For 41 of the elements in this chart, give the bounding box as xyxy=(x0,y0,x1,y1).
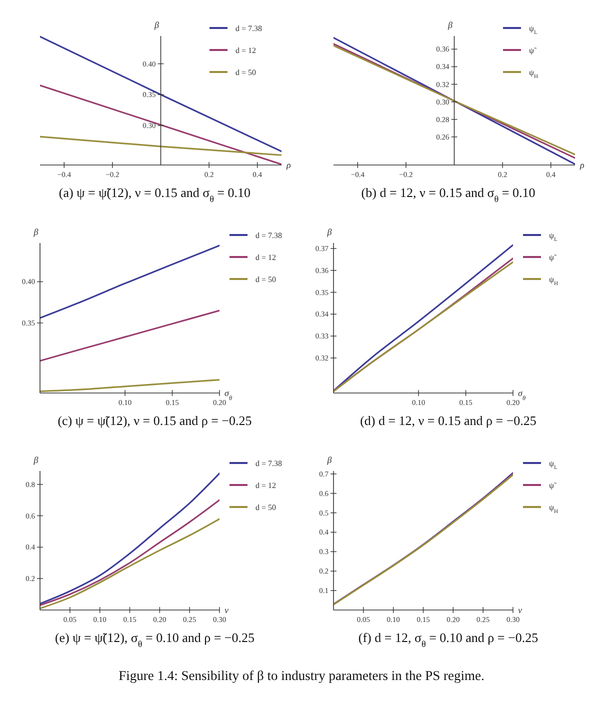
text: (d) d = 12, ν = 0.15 and ρ = −0.25 xyxy=(360,413,536,428)
legend-label: ψ$_{H}$ xyxy=(549,275,558,287)
legend-label: d = 12 xyxy=(256,253,276,262)
text: (f) d = 12, σ$_{θ}$ = 0.10 and ρ = −0.25 xyxy=(358,630,538,649)
line-series xyxy=(40,472,220,605)
y-axis-title: β xyxy=(32,455,39,465)
x-axis-title: ρ xyxy=(579,160,585,170)
legend-label: ψ̃ xyxy=(529,46,538,55)
x-axis-title: σ$_{θ}$ xyxy=(224,388,232,402)
line-series xyxy=(40,499,220,606)
legend-label: d = 50 xyxy=(236,68,256,77)
line-series xyxy=(40,244,220,319)
text: (b) d = 12, ν = 0.15 and σ$_{θ}$ = 0.10 xyxy=(361,185,536,204)
legend-label: ψ$_{L}$ xyxy=(529,24,538,36)
y-axis-title: β xyxy=(32,227,39,237)
line-series xyxy=(40,310,220,362)
x-axis-title: ν xyxy=(224,605,228,615)
legend-label: d = 50 xyxy=(256,503,276,512)
legend-label: ψ$_{L}$ xyxy=(549,231,558,243)
legend-label: d = 7.38 xyxy=(256,459,282,468)
y-axis-title: β xyxy=(154,20,160,30)
legend-label: d = 12 xyxy=(236,46,256,55)
legend-label: ψ$_{H}$ xyxy=(549,503,558,515)
y-axis-title: β xyxy=(326,227,332,237)
legend-label: ψ$_{L}$ xyxy=(549,459,558,471)
text: (c) ψ = ψ̃(12), ν = 0.15 and ρ = −0.25 xyxy=(58,413,252,428)
legend-label: ψ̃ xyxy=(549,253,558,262)
y-axis-title: β xyxy=(326,455,332,465)
y-axis-title: β xyxy=(447,20,454,30)
text: (a) ψ = ψ̃(12), ν = 0.15 and σ$_{θ}$ = 0.10 xyxy=(58,185,251,204)
text: (e) ψ = ψ̃(12), σ$_{θ}$ = 0.10 and ρ = −0.25 xyxy=(54,630,255,649)
legend-label: d = 50 xyxy=(256,275,276,284)
legend-label: ψ̃ xyxy=(549,481,558,490)
legend-label: ψ$_{H}$ xyxy=(529,68,538,80)
legend-label: d = 7.38 xyxy=(236,24,262,33)
x-axis-title: ν xyxy=(518,605,522,615)
caption: Figure 1.4: Sensibility of β to industry parameters in the PS regime. xyxy=(118,668,484,683)
legend-label: d = 12 xyxy=(256,481,276,490)
x-axis-title: σ$_{θ}$ xyxy=(518,388,526,402)
legend-label: d = 7.38 xyxy=(256,231,282,240)
x-axis-title: ρ xyxy=(286,160,292,170)
